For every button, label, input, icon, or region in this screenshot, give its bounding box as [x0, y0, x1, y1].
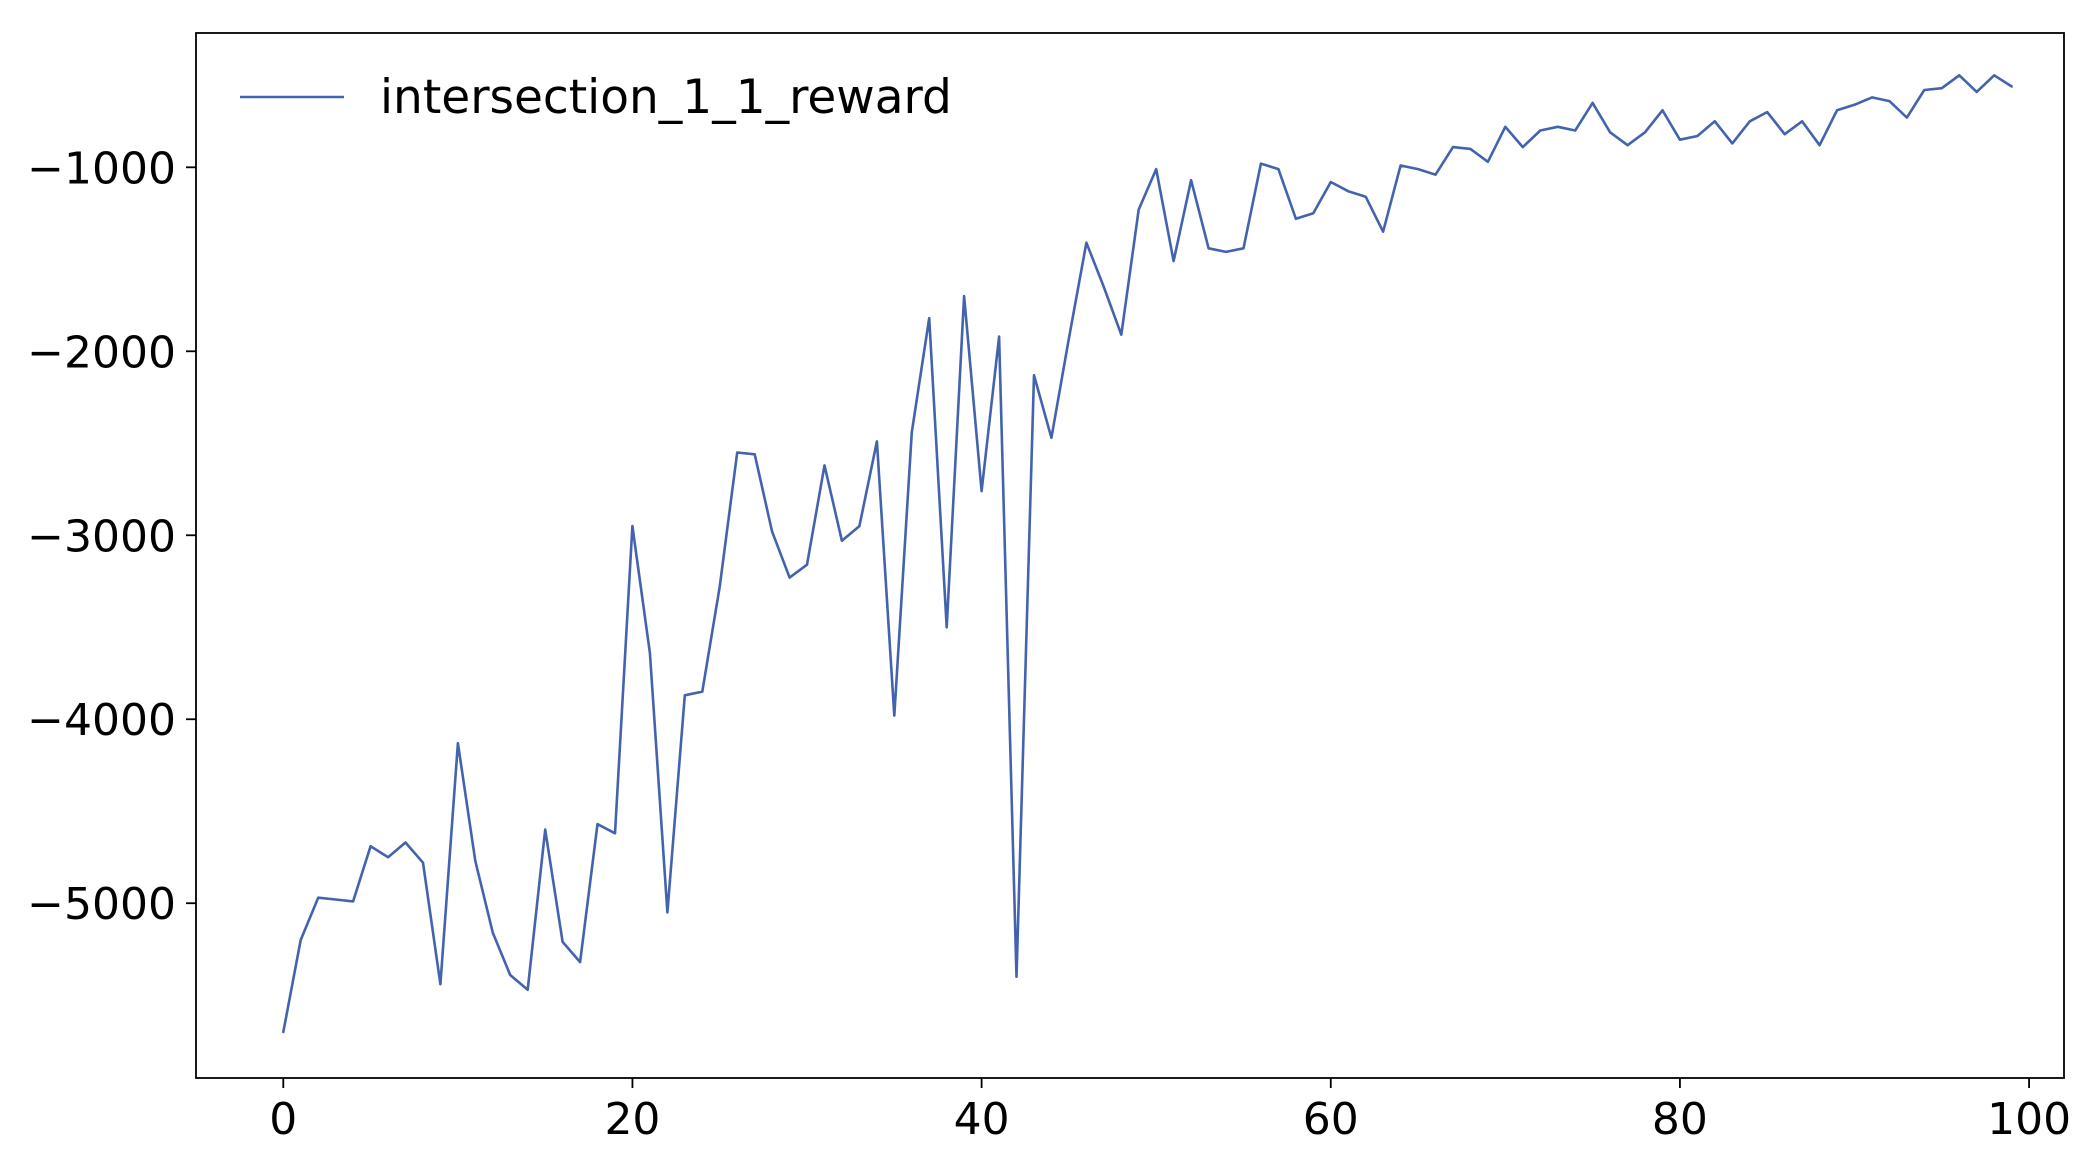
x-tick-label: 40	[954, 1094, 1010, 1145]
plot-frame	[195, 32, 2065, 1079]
y-tick-label: −4000	[27, 695, 176, 746]
x-tick-label: 80	[1652, 1094, 1708, 1145]
axis-ticks: 0 20 40 60 80 100 −1000 −2000 −3000 −4000 −5000	[27, 143, 2071, 1145]
y-tick-label: −5000	[27, 879, 176, 930]
y-tick-label: −3000	[27, 511, 176, 562]
y-tick-label: −1000	[27, 143, 176, 194]
legend-label: intersection_1_1_reward	[380, 70, 952, 125]
series-layer	[281, 74, 2013, 1034]
x-tick-label: 100	[1987, 1094, 2071, 1145]
y-tick-label: −2000	[27, 327, 176, 378]
x-tick-label: 0	[269, 1094, 297, 1145]
x-tick-label: 60	[1303, 1094, 1359, 1145]
x-tick-label: 20	[604, 1094, 660, 1145]
series-line	[281, 74, 2013, 1034]
legend: intersection_1_1_reward	[240, 70, 952, 125]
